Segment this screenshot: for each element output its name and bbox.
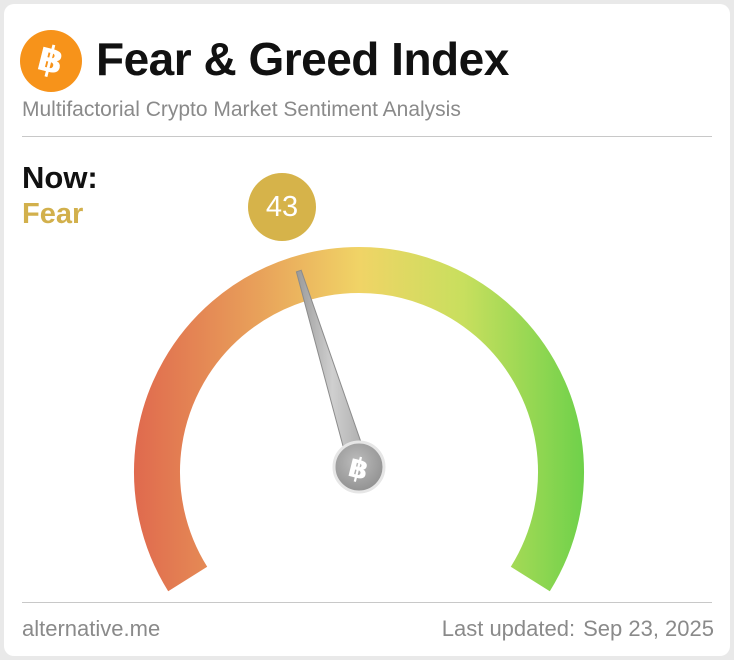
footer-divider (22, 602, 712, 603)
index-value-badge: 43 (248, 173, 316, 241)
header-divider (22, 136, 712, 137)
last-updated-label: Last updated: (441, 616, 576, 641)
page-title: Fear & Greed Index (96, 33, 509, 85)
gauge-arc (134, 247, 584, 592)
sentiment-classification: Fear (22, 198, 84, 230)
last-updated-date: Sep 23, 2025 (583, 616, 714, 641)
bitcoin-logo-icon: ฿ (20, 30, 82, 92)
gauge-hub (332, 440, 386, 494)
now-label: Now: (22, 160, 98, 195)
fear-greed-card (4, 4, 730, 656)
gauge-needle (295, 269, 370, 471)
page-subtitle: Multifactorial Crypto Market Sentiment A… (22, 98, 461, 121)
last-updated: Last updated: Sep 23, 2025 (442, 616, 714, 642)
source-link[interactable]: alternative.me (22, 616, 161, 641)
